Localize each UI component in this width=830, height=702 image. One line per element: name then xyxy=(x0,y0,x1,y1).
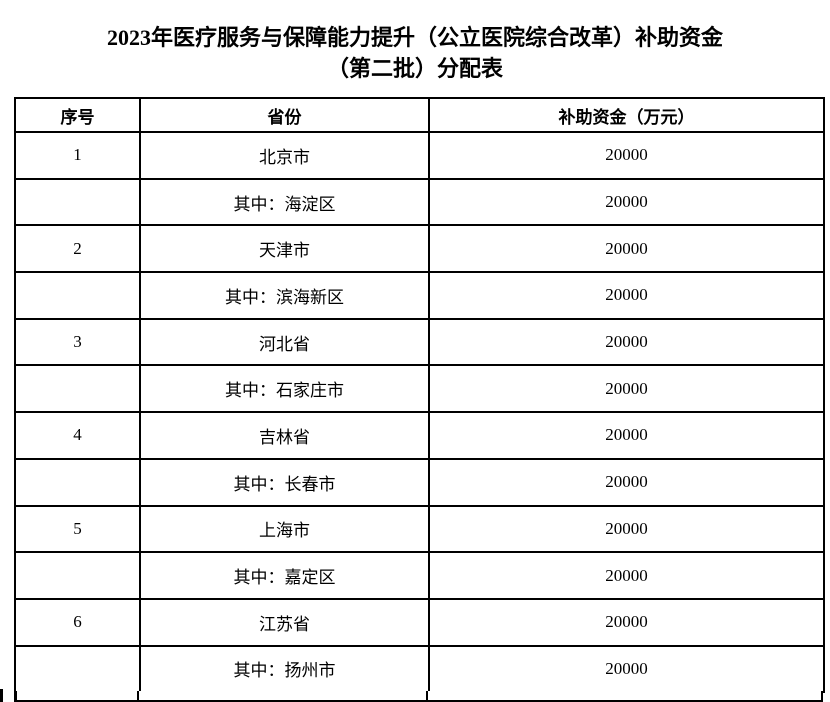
page-edge-artifact xyxy=(0,689,3,702)
partial-row-divider-1 xyxy=(137,691,139,700)
row-index-cell xyxy=(14,364,141,414)
table-row: 3 河北省 20000 xyxy=(14,317,825,367)
row-region-cell: 北京市 xyxy=(139,131,430,180)
cutoff-partial-row xyxy=(14,691,823,702)
allocation-table: 序号 省份 补助资金（万元） 1 北京市 20000 其中：海淀区 20000 … xyxy=(14,97,825,694)
table-row: 2 天津市 20000 xyxy=(14,224,825,274)
table-row: 6 江苏省 20000 xyxy=(14,597,825,647)
allocation-table-wrap: 序号 省份 补助资金（万元） 1 北京市 20000 其中：海淀区 20000 … xyxy=(14,97,825,694)
table-row: 其中：石家庄市 20000 xyxy=(14,364,825,414)
row-amount-cell: 20000 xyxy=(428,597,825,647)
row-amount-cell: 20000 xyxy=(428,131,825,180)
row-amount-cell: 20000 xyxy=(428,644,825,694)
row-region-cell: 其中：长春市 xyxy=(139,457,430,507)
row-region-cell: 其中：滨海新区 xyxy=(139,271,430,320)
row-region-cell: 河北省 xyxy=(139,317,430,367)
row-amount-cell: 20000 xyxy=(428,177,825,227)
header-amount: 补助资金（万元） xyxy=(428,97,825,133)
table-row: 其中：海淀区 20000 xyxy=(14,177,825,227)
row-index-cell: 5 xyxy=(14,504,141,554)
row-index-cell: 2 xyxy=(14,224,141,274)
header-index: 序号 xyxy=(14,97,141,133)
table-header-row: 序号 省份 补助资金（万元） xyxy=(14,97,825,133)
table-row: 其中：扬州市 20000 xyxy=(14,644,825,694)
document-title-line1: 2023年医疗服务与保障能力提升（公立医院综合改革）补助资金 xyxy=(106,25,723,50)
document-title: 2023年医疗服务与保障能力提升（公立医院综合改革）补助资金 （第二批）分配表 xyxy=(0,22,830,84)
row-amount-cell: 20000 xyxy=(428,457,825,507)
row-amount-cell: 20000 xyxy=(428,411,825,460)
row-region-cell: 吉林省 xyxy=(139,411,430,460)
row-amount-cell: 20000 xyxy=(428,551,825,600)
row-index-cell xyxy=(14,644,141,694)
document-title-line2: （第二批）分配表 xyxy=(326,56,503,81)
row-amount-cell: 20000 xyxy=(428,224,825,274)
row-index-cell xyxy=(14,177,141,227)
row-index-cell xyxy=(14,551,141,600)
row-amount-cell: 20000 xyxy=(428,317,825,367)
row-region-cell: 天津市 xyxy=(139,224,430,274)
row-amount-cell: 20000 xyxy=(428,271,825,320)
table-row: 其中：滨海新区 20000 xyxy=(14,271,825,320)
row-amount-cell: 20000 xyxy=(428,364,825,414)
partial-row-divider-2 xyxy=(426,691,428,700)
table-row: 5 上海市 20000 xyxy=(14,504,825,554)
partial-row-right-border xyxy=(820,691,823,700)
table-row: 其中：嘉定区 20000 xyxy=(14,551,825,600)
row-index-cell xyxy=(14,271,141,320)
row-region-cell: 其中：海淀区 xyxy=(139,177,430,227)
table-body: 1 北京市 20000 其中：海淀区 20000 2 天津市 20000 其中：… xyxy=(14,131,825,694)
row-region-cell: 其中：扬州市 xyxy=(139,644,430,694)
row-index-cell: 1 xyxy=(14,131,141,180)
row-index-cell: 6 xyxy=(14,597,141,647)
row-amount-cell: 20000 xyxy=(428,504,825,554)
row-region-cell: 其中：嘉定区 xyxy=(139,551,430,600)
partial-row-left-border xyxy=(14,691,17,700)
table-row: 其中：长春市 20000 xyxy=(14,457,825,507)
row-index-cell: 4 xyxy=(14,411,141,460)
header-province: 省份 xyxy=(139,97,430,133)
row-region-cell: 上海市 xyxy=(139,504,430,554)
table-row: 4 吉林省 20000 xyxy=(14,411,825,460)
table-row: 1 北京市 20000 xyxy=(14,131,825,180)
row-region-cell: 其中：石家庄市 xyxy=(139,364,430,414)
row-region-cell: 江苏省 xyxy=(139,597,430,647)
row-index-cell xyxy=(14,457,141,507)
row-index-cell: 3 xyxy=(14,317,141,367)
